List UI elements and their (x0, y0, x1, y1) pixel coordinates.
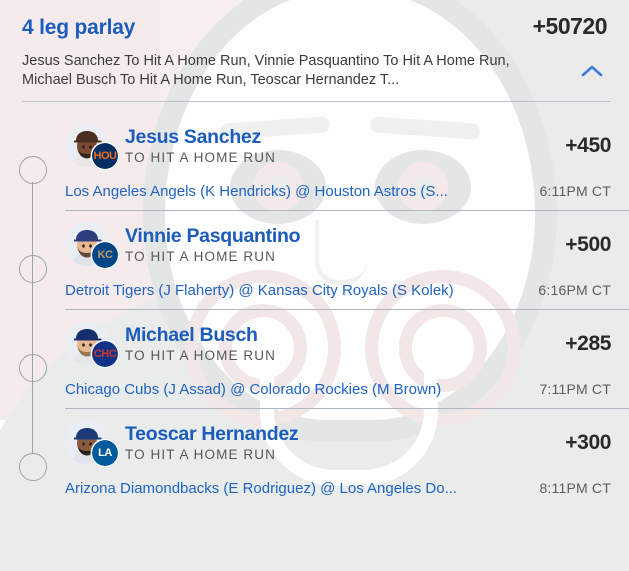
game-start-time: 6:11PM CT (539, 183, 611, 199)
leg-body[interactable]: KC Vinnie Pasquantino TO HIT A HOME RUN +50… (0, 211, 629, 309)
collapse-toggle-button[interactable] (575, 56, 609, 90)
market-label: TO HIT A HOME RUN (125, 150, 276, 165)
market-label: TO HIT A HOME RUN (125, 249, 276, 264)
leg-meta-row: Arizona Diamondbacks (E Rodriguez) @ Los… (65, 466, 611, 507)
team-logo-icon: CHC (92, 341, 118, 367)
leg-odds[interactable]: +500 (565, 233, 611, 256)
team-logo-icon: HOU (92, 143, 118, 169)
leg-primary-row: HOU Jesus Sanchez TO HIT A HOME RUN +450 (65, 112, 611, 170)
game-matchup-link[interactable]: Arizona Diamondbacks (E Rodriguez) @ Los… (65, 480, 458, 497)
parlay-legs-list: HOU Jesus Sanchez TO HIT A HOME RUN +450 Los… (0, 112, 629, 507)
team-badge: CHC (91, 340, 119, 368)
parlay-leg[interactable]: CHC Michael Busch TO HIT A HOME RUN +285 Chi… (0, 310, 629, 409)
leg-primary-row: KC Vinnie Pasquantino TO HIT A HOME RUN +50… (65, 211, 611, 269)
parlay-summary-row: Jesus Sanchez To Hit A Home Run, Vinnie … (22, 52, 611, 90)
page-title: 4 leg parlay (22, 16, 136, 39)
game-matchup-link[interactable]: Chicago Cubs (J Assad) @ Colorado Rockie… (65, 381, 442, 398)
parlay-total-odds: +50720 (532, 13, 608, 39)
player-name[interactable]: Michael Busch (125, 324, 258, 346)
avatar: LA (65, 420, 119, 467)
leg-body[interactable]: LA Teoscar Hernandez TO HIT A HOME RUN +300… (0, 409, 629, 507)
leg-text-block: Teoscar Hernandez TO HIT A HOME RUN (125, 423, 555, 463)
team-logo-icon: KC (92, 242, 118, 268)
parlay-header: 4 leg parlay +50720 Jesus Sanchez To Hit… (0, 0, 629, 112)
leg-meta-row: Chicago Cubs (J Assad) @ Colorado Rockie… (65, 367, 611, 408)
parlay-header-top-row: 4 leg parlay +50720 (22, 13, 611, 40)
market-label: TO HIT A HOME RUN (125, 348, 276, 363)
game-start-time: 7:11PM CT (539, 381, 611, 397)
avatar: HOU (65, 123, 119, 170)
game-start-time: 6:16PM CT (538, 282, 611, 298)
team-logo-icon: LA (92, 440, 118, 466)
leg-body[interactable]: CHC Michael Busch TO HIT A HOME RUN +285 Chi… (0, 310, 629, 408)
leg-meta-row: Detroit Tigers (J Flaherty) @ Kansas Cit… (65, 268, 611, 309)
game-matchup-link[interactable]: Detroit Tigers (J Flaherty) @ Kansas Cit… (65, 282, 454, 299)
avatar: KC (65, 222, 119, 269)
team-badge: HOU (91, 142, 119, 170)
parlay-leg[interactable]: KC Vinnie Pasquantino TO HIT A HOME RUN +50… (0, 211, 629, 310)
leg-meta-row: Los Angeles Angels (K Hendricks) @ Houst… (65, 169, 611, 210)
player-name[interactable]: Jesus Sanchez (125, 126, 261, 148)
leg-text-block: Michael Busch TO HIT A HOME RUN (125, 324, 555, 364)
game-matchup-link[interactable]: Los Angeles Angels (K Hendricks) @ Houst… (65, 183, 448, 200)
chevron-up-icon (581, 64, 603, 83)
leg-primary-row: CHC Michael Busch TO HIT A HOME RUN +285 (65, 310, 611, 368)
leg-text-block: Vinnie Pasquantino TO HIT A HOME RUN (125, 225, 555, 265)
leg-text-block: Jesus Sanchez TO HIT A HOME RUN (125, 126, 555, 166)
leg-odds[interactable]: +285 (565, 332, 611, 355)
legs-container: HOU Jesus Sanchez TO HIT A HOME RUN +450 Los… (0, 112, 629, 507)
parlay-description: Jesus Sanchez To Hit A Home Run, Vinnie … (22, 53, 510, 88)
team-badge: KC (91, 241, 119, 269)
team-badge: LA (91, 439, 119, 467)
market-label: TO HIT A HOME RUN (125, 447, 276, 462)
player-name[interactable]: Teoscar Hernandez (125, 423, 299, 445)
leg-primary-row: LA Teoscar Hernandez TO HIT A HOME RUN +300 (65, 409, 611, 467)
leg-body[interactable]: HOU Jesus Sanchez TO HIT A HOME RUN +450 Los… (0, 112, 629, 210)
header-divider (22, 101, 611, 102)
game-start-time: 8:11PM CT (539, 480, 611, 496)
avatar: CHC (65, 321, 119, 368)
parlay-leg[interactable]: HOU Jesus Sanchez TO HIT A HOME RUN +450 Los… (0, 112, 629, 211)
leg-odds[interactable]: +300 (565, 431, 611, 454)
leg-odds[interactable]: +450 (565, 134, 611, 157)
player-name[interactable]: Vinnie Pasquantino (125, 225, 301, 247)
parlay-leg[interactable]: LA Teoscar Hernandez TO HIT A HOME RUN +300… (0, 409, 629, 507)
